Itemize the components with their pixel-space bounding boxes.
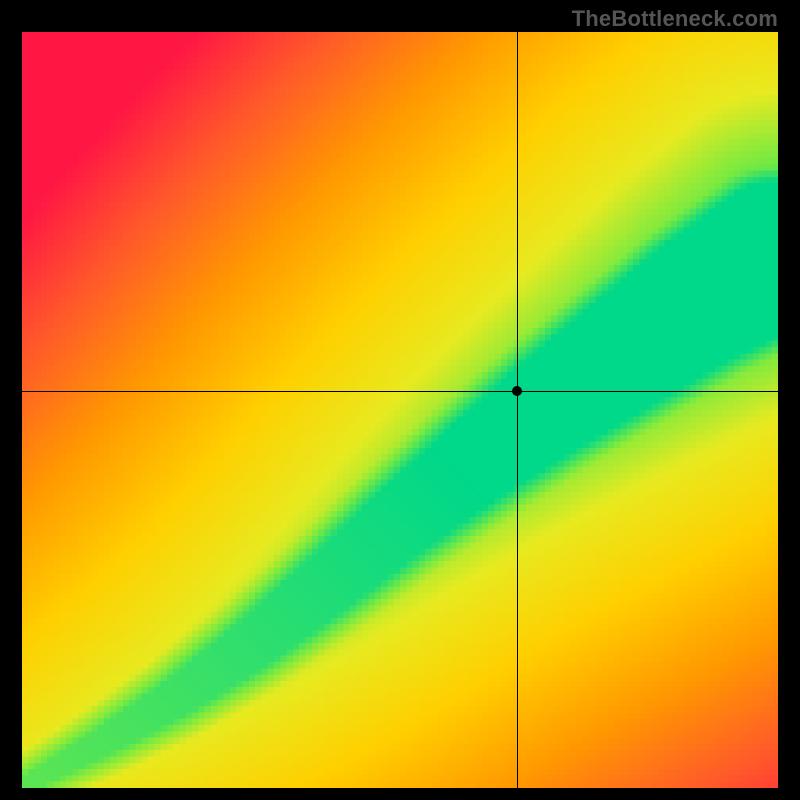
heatmap-canvas [22,32,778,788]
crosshair-horizontal [22,391,778,392]
watermark-label: TheBottleneck.com [572,6,778,32]
crosshair-vertical [517,32,518,788]
chart-container: TheBottleneck.com [0,0,800,800]
